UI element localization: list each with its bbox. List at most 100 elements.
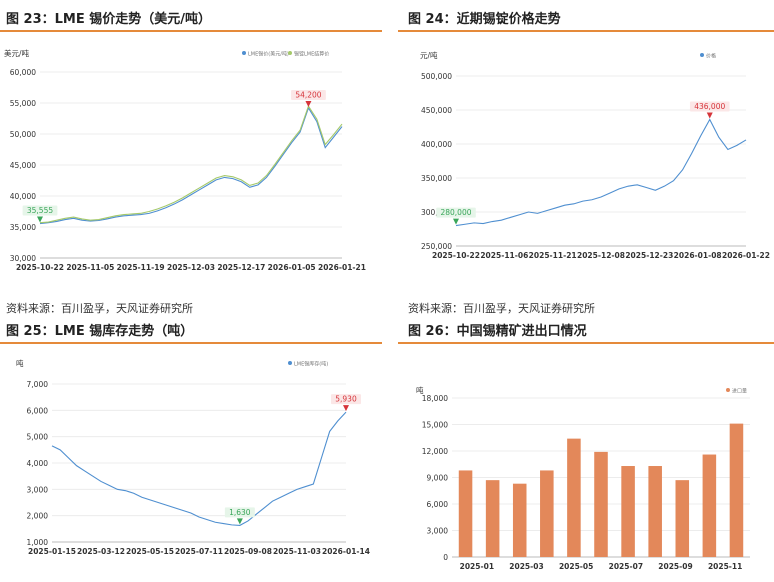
y-axis-unit: 元/吨 bbox=[420, 50, 438, 60]
x-tick-label: 2026-01-22 bbox=[722, 251, 770, 260]
y-tick-label: 9,000 bbox=[427, 474, 449, 483]
bar-2025-08 bbox=[648, 466, 662, 557]
legend-marker bbox=[700, 53, 704, 57]
legend-marker bbox=[288, 51, 292, 55]
legend-label: 价格 bbox=[706, 53, 716, 60]
y-tick-label: 3,000 bbox=[27, 485, 49, 494]
annotation-label: 436,000 bbox=[694, 102, 725, 111]
tin-ingot-price-chart: 元/吨250,000300,000350,000400,000450,00050… bbox=[420, 50, 770, 260]
annotation-box bbox=[22, 205, 58, 216]
bar-2025-05 bbox=[567, 438, 581, 557]
x-tick-label: 2026-01-05 bbox=[268, 263, 316, 272]
series-line-0 bbox=[39, 106, 343, 225]
y-tick-label: 1,000 bbox=[27, 538, 49, 547]
annotation-box bbox=[224, 507, 255, 518]
y-tick-label: 18,000 bbox=[422, 394, 448, 403]
y-tick-label: 15,000 bbox=[422, 421, 448, 430]
lme-tin-price-chart: 美元/吨 30,000 35,000 40,000 45,000 50,000 55,000… bbox=[4, 48, 366, 272]
figure-23-rule bbox=[0, 30, 382, 32]
y-tick-label: 6,000 bbox=[27, 406, 49, 415]
x-tick-label: 2025-03 bbox=[509, 562, 543, 571]
legend-label: 进口量 bbox=[732, 388, 747, 395]
legend-label: LME锡库存(吨) bbox=[294, 361, 328, 368]
y-tick-label: 55,000 bbox=[10, 99, 36, 108]
series-line-0 bbox=[455, 118, 747, 227]
y-tick-label: 4,000 bbox=[27, 459, 49, 468]
bar-2025-03 bbox=[512, 483, 527, 557]
y-tick-label: 30,000 bbox=[10, 254, 36, 263]
legend-marker bbox=[726, 388, 730, 392]
x-tick-label: 2025-11-03 bbox=[273, 547, 321, 556]
x-tick-label: 2025-12-23 bbox=[625, 251, 673, 260]
annotation-box bbox=[689, 101, 730, 112]
annotation-box bbox=[331, 394, 361, 405]
x-tick-label: 2025-07-11 bbox=[175, 547, 223, 556]
annotation-marker bbox=[453, 218, 459, 225]
x-tick-label: 2025-12-08 bbox=[577, 251, 625, 260]
y-tick-label: 60,000 bbox=[10, 68, 36, 77]
y-tick-label: 2,000 bbox=[27, 512, 49, 521]
y-tick-label: 40,000 bbox=[10, 192, 36, 201]
tin-concentrate-trade-chart: 吨 0 3,000 6,000 9,000 12,000 15,000 18,000 2025-… bbox=[416, 385, 750, 571]
annotation-marker bbox=[236, 518, 243, 525]
y-tick-label: 50,000 bbox=[10, 130, 36, 139]
annotation-marker bbox=[706, 112, 713, 119]
x-tick-label: 2026-01-21 bbox=[318, 263, 366, 272]
y-tick-label: 5,000 bbox=[27, 433, 49, 442]
annotation-marker bbox=[343, 405, 349, 412]
x-tick-label: 2025-11-05 bbox=[66, 263, 114, 272]
legend-marker bbox=[288, 361, 292, 365]
bar-2025-11 bbox=[729, 423, 744, 557]
series-line-0 bbox=[51, 411, 347, 526]
y-tick-label: 45,000 bbox=[10, 161, 36, 170]
legend-marker bbox=[242, 51, 246, 55]
annotation-label: 1,630 bbox=[229, 508, 251, 517]
x-tick-label: 2025-10-22 bbox=[432, 251, 480, 260]
x-tick-label: 2025-12-03 bbox=[167, 263, 215, 272]
bar-2025-07 bbox=[621, 466, 635, 557]
y-tick-label: 500,000 bbox=[421, 72, 452, 81]
bar-2025-02 bbox=[485, 480, 500, 557]
source-note-right: 资料来源：百川盈孚，天风证券研究所 bbox=[408, 302, 595, 315]
y-axis-unit: 吨 bbox=[16, 358, 24, 368]
annotation-label: 54,200 bbox=[295, 90, 321, 99]
x-tick-label: 2025-01 bbox=[460, 562, 494, 571]
bar-2025-06 bbox=[594, 451, 608, 557]
x-tick-label: 2025-01-15 bbox=[28, 547, 76, 556]
legend-label: LME锡价(美元/吨) bbox=[248, 51, 289, 58]
annotation-label: 5,930 bbox=[335, 395, 357, 404]
x-tick-label: 2025-05-15 bbox=[126, 547, 174, 556]
figure-26-title: 图 26：中国锡精矿进出口情况 bbox=[408, 324, 587, 339]
x-tick-label: 2025-03-12 bbox=[77, 547, 125, 556]
annotation-box bbox=[436, 207, 476, 218]
bar-2025-10 bbox=[702, 454, 717, 557]
figure-25-title: 图 25：LME 锡库存走势（吨） bbox=[6, 324, 194, 339]
figure-26-rule bbox=[398, 342, 774, 344]
y-axis-unit: 吨 bbox=[416, 385, 424, 395]
bar-2025-01 bbox=[458, 470, 473, 557]
bar-2025-04 bbox=[540, 470, 554, 557]
y-tick-label: 35,000 bbox=[10, 223, 36, 232]
legend-label: 锡锭LME结算价 bbox=[294, 51, 329, 58]
x-tick-label: 2025-09 bbox=[658, 562, 692, 571]
x-tick-label: 2025-10-22 bbox=[16, 263, 64, 272]
y-tick-label: 0 bbox=[443, 553, 448, 562]
y-tick-label: 12,000 bbox=[422, 447, 448, 456]
x-tick-label: 2025-11 bbox=[708, 562, 742, 571]
annotation-marker bbox=[305, 100, 312, 107]
figure-24-title: 图 24：近期锡锭价格走势 bbox=[408, 12, 561, 27]
bar-2025-09 bbox=[675, 480, 690, 557]
lme-tin-inventory-chart: 吨 1,000 2,000 3,000 4,000 5,000 6,000 7,000 2025… bbox=[16, 358, 370, 556]
y-tick-label: 7,000 bbox=[27, 380, 49, 389]
y-tick-label: 400,000 bbox=[421, 140, 452, 149]
series-line-1 bbox=[39, 104, 343, 224]
figure-24-rule bbox=[398, 30, 774, 32]
figure-25-rule bbox=[0, 342, 382, 344]
x-tick-label: 2025-11-21 bbox=[529, 251, 577, 260]
x-tick-label: 2025-07 bbox=[609, 562, 643, 571]
x-tick-label: 2025-12-17 bbox=[217, 263, 265, 272]
y-tick-label: 350,000 bbox=[421, 174, 452, 183]
annotation-marker bbox=[37, 216, 43, 223]
x-tick-label: 2025-11-06 bbox=[480, 251, 528, 260]
x-tick-label: 2026-01-14 bbox=[322, 547, 370, 556]
